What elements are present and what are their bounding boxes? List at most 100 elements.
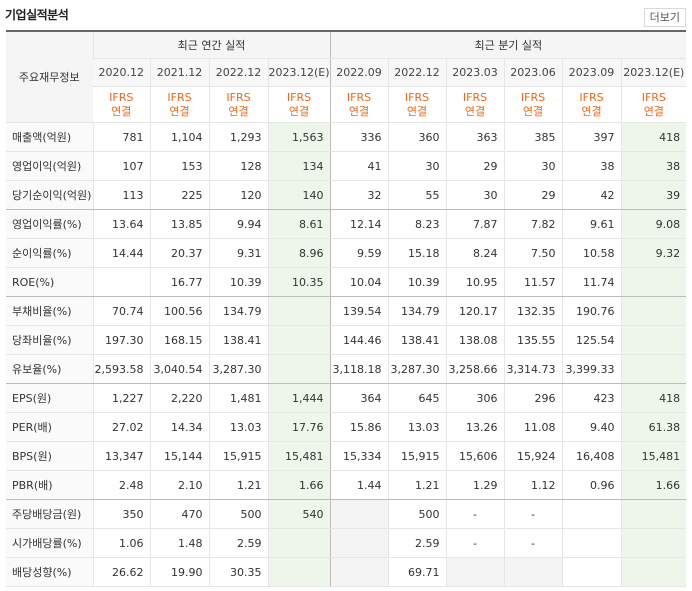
table-cell: 8.23 (387, 209, 447, 239)
table-cell: 7.87 (445, 209, 505, 239)
table-cell: 10.95 (445, 267, 505, 297)
basis-consolidation: 연결 (406, 104, 428, 118)
row-header-label: 주요재무정보 (6, 30, 93, 123)
table-cell: - (445, 528, 505, 558)
basis-standard: IFRS (167, 90, 192, 104)
table-cell: 1,227 (92, 383, 150, 413)
table-cell: 1,481 (208, 383, 268, 413)
table-cell: 1.66 (620, 470, 687, 500)
table-cell: 9.94 (208, 209, 268, 239)
table-cell: 2,220 (149, 383, 209, 413)
table-cell (92, 267, 150, 297)
table-cell: 10.39 (208, 267, 268, 297)
table-cell: 132.35 (503, 296, 563, 326)
table-cell: 418 (620, 383, 687, 413)
financial-table: 주요재무정보 최근 연간 실적 최근 분기 실적 2020.12 2021.12 2… (6, 30, 687, 587)
table-cell (267, 296, 331, 326)
row-label: BPS(원) (6, 441, 93, 471)
row-label: 순이익률(%) (6, 238, 93, 268)
table-cell: 15,144 (149, 441, 209, 471)
table-cell: 39 (620, 180, 687, 210)
table-row: 유보율(%) 2,593.58 3,040.54 3,287.30 3,118.18 3,… (6, 354, 687, 384)
period-header: 2023.09 (561, 58, 622, 87)
table-cell: 1.06 (92, 528, 150, 558)
table-cell: 8.61 (267, 209, 331, 239)
table-cell: 139.54 (329, 296, 389, 326)
row-label: 배당성향(%) (6, 557, 93, 587)
table-cell (561, 528, 622, 558)
period-header: 2021.12 (149, 58, 209, 87)
table-cell: 9.31 (208, 238, 268, 268)
table-cell: 16.77 (149, 267, 209, 297)
row-label: EPS(원) (6, 383, 93, 413)
row-label: 유보율(%) (6, 354, 93, 384)
table-cell: 500 (208, 499, 268, 529)
table-cell: 2.48 (92, 470, 150, 500)
table-row: 순이익률(%) 14.44 20.37 9.31 8.96 9.59 15.18 8.24 7.… (6, 238, 687, 268)
table-cell (620, 557, 687, 587)
basis-header: IFRS 연결 (561, 86, 622, 123)
table-cell: 128 (208, 151, 268, 181)
table-cell: 30.35 (208, 557, 268, 587)
basis-header: IFRS 연결 (208, 86, 268, 123)
table-cell: 120.17 (445, 296, 505, 326)
table-row: 당좌비율(%) 197.30 168.15 138.41 144.46 138.41 138… (6, 325, 687, 355)
table-cell (445, 557, 505, 587)
table-cell: 13.85 (149, 209, 209, 239)
period-row: 2020.12 2021.12 2022.12 2023.12(E) 2022.09 20… (6, 58, 687, 87)
table-cell: 1.12 (503, 470, 563, 500)
table-cell: 2.59 (208, 528, 268, 558)
table-cell: 15,924 (503, 441, 563, 471)
table-row: 시가배당률(%) 1.06 1.48 2.59 2.59- - (6, 528, 687, 558)
table-cell: 7.50 (503, 238, 563, 268)
table-body: 매출액(억원) 781 1,104 1,293 1,563 336 360 363 385 397… (6, 122, 687, 587)
table-cell: 13.03 (387, 412, 447, 442)
table-cell: 225 (149, 180, 209, 210)
table-row: PBR(배) 2.48 2.10 1.21 1.66 1.44 1.21 1.29 1.12 0.… (6, 470, 687, 500)
basis-consolidation: 연결 (288, 104, 310, 118)
table-cell: 1.21 (387, 470, 447, 500)
table-cell: 470 (149, 499, 209, 529)
table-cell (620, 354, 687, 384)
table-cell: 38 (561, 151, 622, 181)
table-cell: 363 (445, 122, 505, 152)
table-cell: 540 (267, 499, 331, 529)
table-cell: 350 (92, 499, 150, 529)
period-header: 2023.12(E) (620, 58, 687, 87)
more-button[interactable]: 더보기 (643, 8, 686, 27)
table-cell: 1,444 (267, 383, 331, 413)
table-cell: 15,606 (445, 441, 505, 471)
table-cell: 2.59 (387, 528, 447, 558)
basis-header: IFRS 연결 (267, 86, 331, 123)
table-cell: 29 (445, 151, 505, 181)
table-cell: 0.96 (561, 470, 622, 500)
table-cell: 10.35 (267, 267, 331, 297)
basis-standard: IFRS (641, 90, 666, 104)
table-cell: 135.55 (503, 325, 563, 355)
table-row: 부채비율(%) 70.74 100.56 134.79 139.54 134.79 120.… (6, 296, 687, 326)
table-cell (503, 557, 563, 587)
table-cell: - (503, 528, 563, 558)
table-cell: 781 (92, 122, 150, 152)
basis-consolidation: 연결 (464, 104, 486, 118)
table-cell: 69.71 (387, 557, 447, 587)
table-cell: 1,104 (149, 122, 209, 152)
table-cell: 13,347 (92, 441, 150, 471)
table-cell: 336 (329, 122, 389, 152)
table-cell: 9.32 (620, 238, 687, 268)
row-label: 영업이익(억원) (6, 151, 93, 181)
basis-standard: IFRS (520, 90, 546, 104)
table-cell: 197.30 (92, 325, 150, 355)
table-cell: 364 (329, 383, 389, 413)
table-cell: 32 (329, 180, 389, 210)
table-cell: 11.74 (561, 267, 622, 297)
basis-standard: IFRS (286, 90, 312, 104)
table-cell: 19.90 (149, 557, 209, 587)
table-cell: 11.57 (503, 267, 563, 297)
table-cell: 2,593.58 (92, 354, 150, 384)
table-cell: 16,408 (561, 441, 622, 471)
table-cell: 13.64 (92, 209, 150, 239)
table-cell (620, 296, 687, 326)
table-cell: 15,481 (267, 441, 331, 471)
basis-consolidation: 연결 (169, 104, 190, 118)
